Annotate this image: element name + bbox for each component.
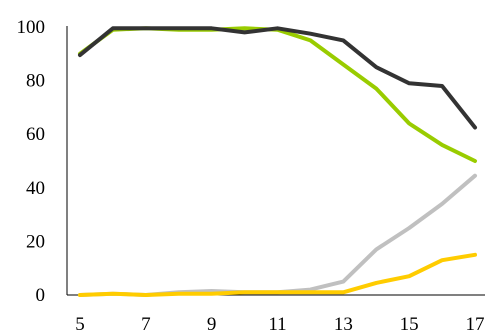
x-tick-label: 11 <box>268 314 286 335</box>
y-tick-label: 80 <box>26 71 45 92</box>
series-lines <box>78 26 477 297</box>
x-tick-label: 17 <box>466 314 485 335</box>
y-tick-label: 100 <box>17 17 46 38</box>
x-tick-label: 13 <box>334 314 353 335</box>
x-tick-label: 15 <box>400 314 419 335</box>
x-tick-label: 9 <box>207 314 217 335</box>
series-line-4 <box>78 26 477 130</box>
series-line-2 <box>78 173 477 297</box>
y-tick-label: 0 <box>36 285 46 306</box>
y-axis-tick-labels: 0 20 40 60 80 100 <box>17 17 46 306</box>
x-tick-label: 5 <box>75 314 85 335</box>
series-line-3 <box>78 252 477 297</box>
x-axis-tick-labels: 5 7 9 11 13 15 17 <box>75 314 484 335</box>
x-tick-label: 7 <box>141 314 151 335</box>
y-tick-label: 20 <box>26 231 45 252</box>
series-line-1 <box>78 26 477 163</box>
y-tick-label: 40 <box>26 178 45 199</box>
y-tick-label: 60 <box>26 124 45 145</box>
